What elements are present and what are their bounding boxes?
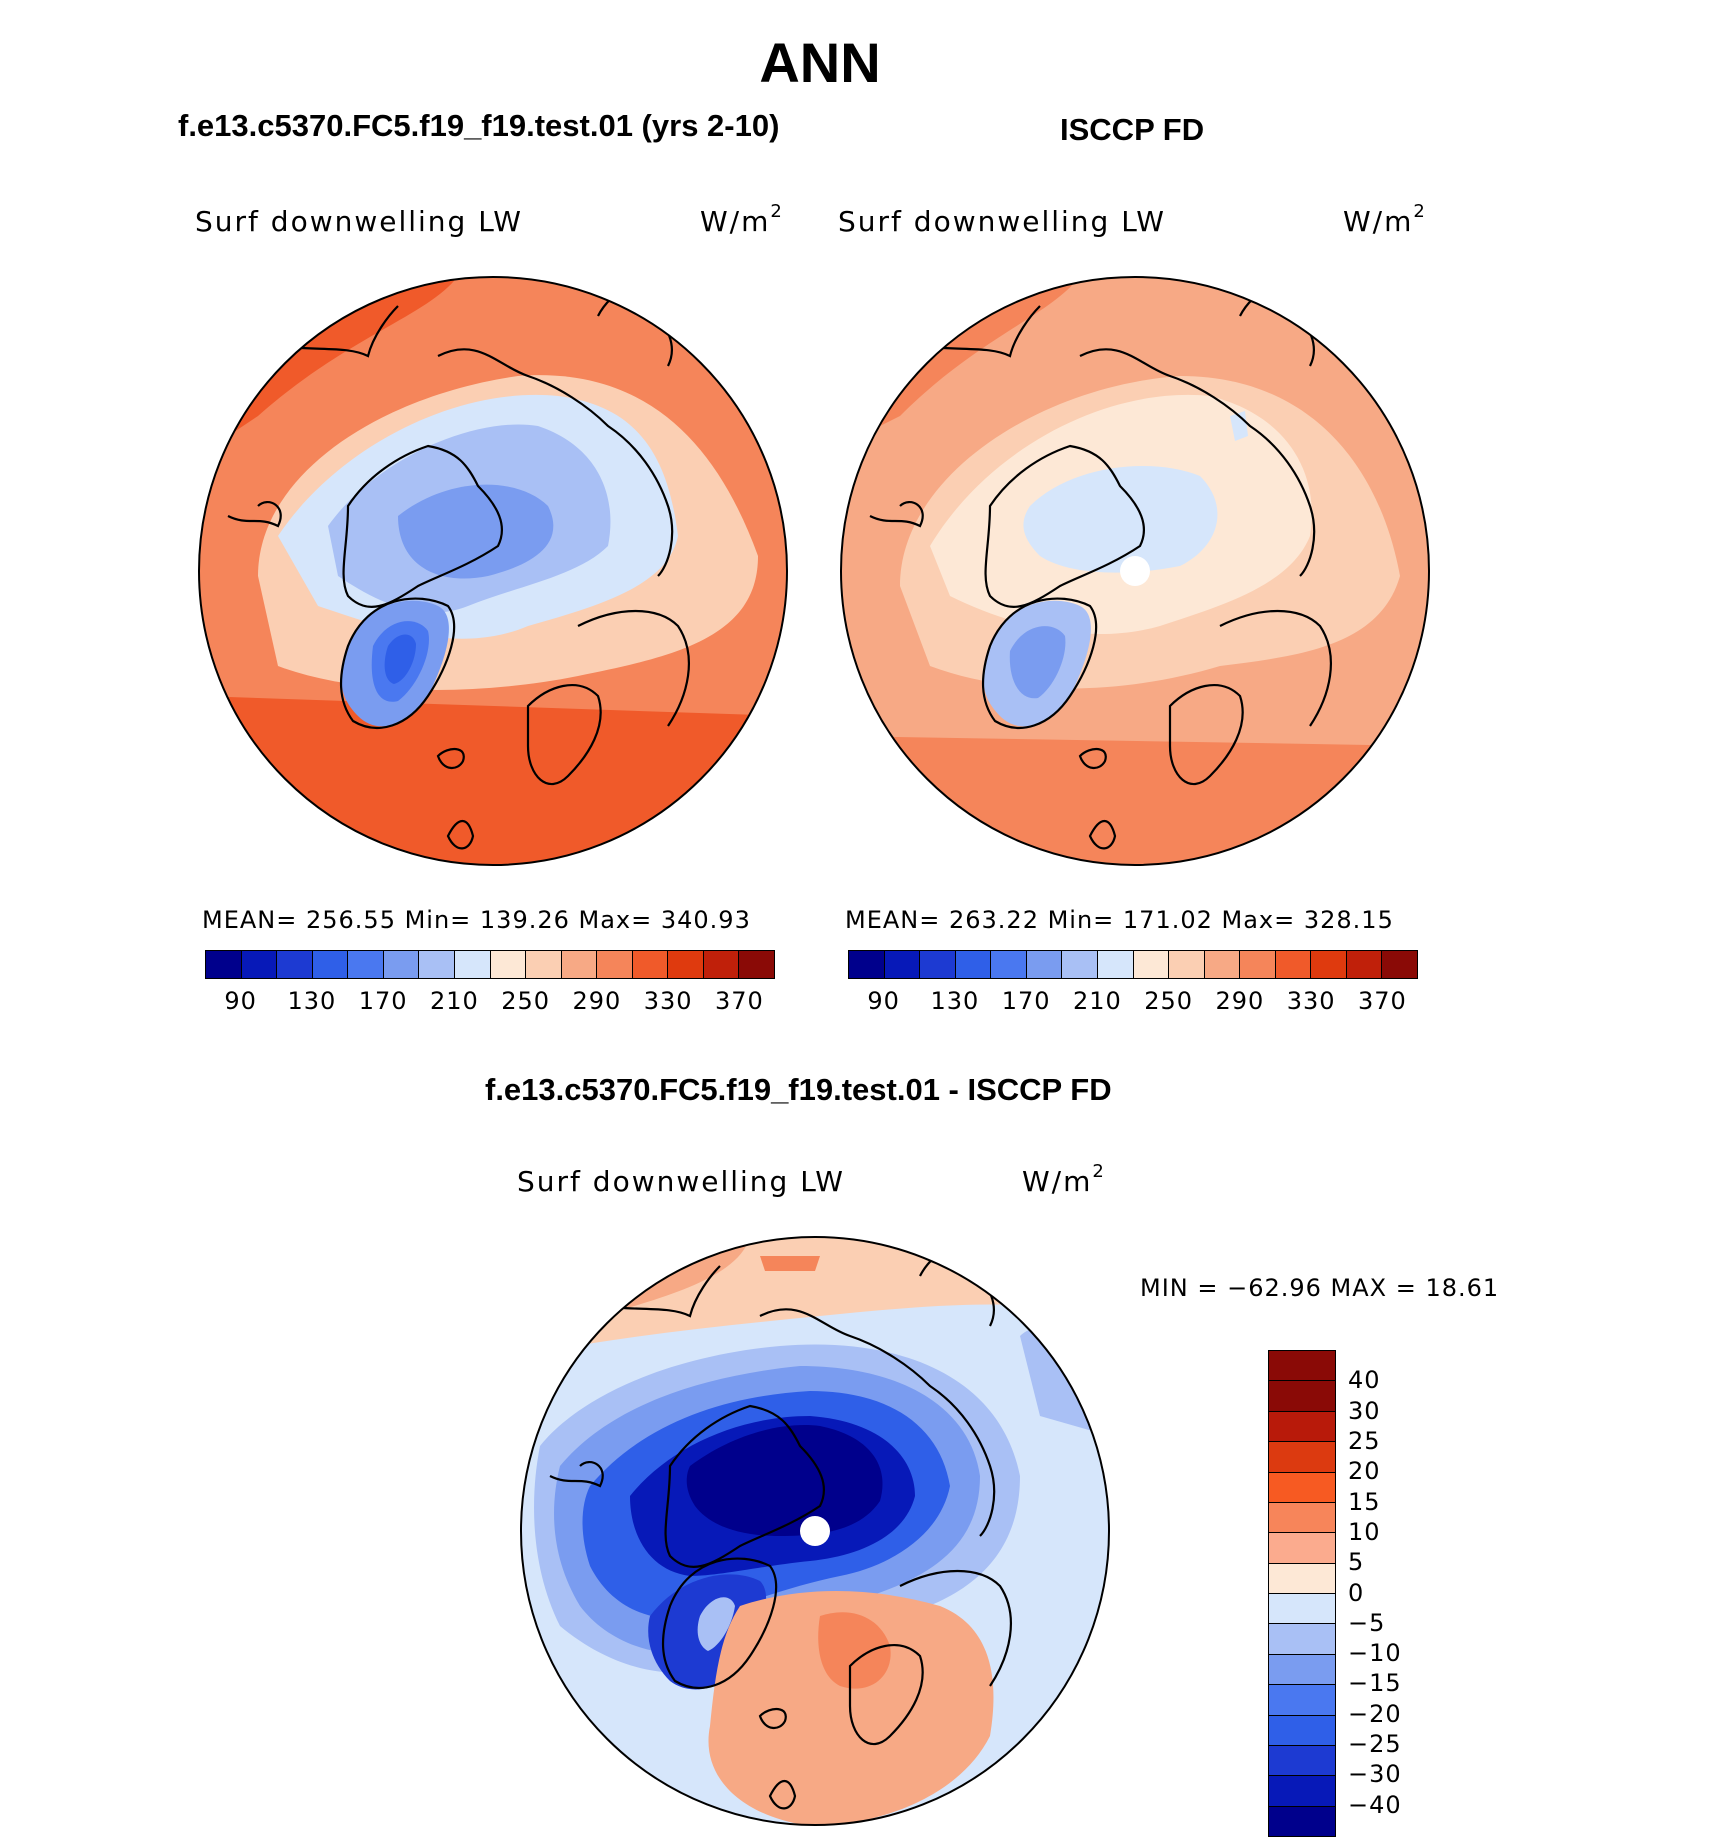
panel2-colorbar-swatch — [920, 951, 956, 978]
panel1-colorbar-tick-label: 330 — [643, 987, 693, 1015]
panel3-colorbar-tick-label: 5 — [1348, 1548, 1365, 1577]
panel1-colorbar-swatch — [668, 951, 704, 978]
panel3-colorbar-tick-label: −40 — [1348, 1790, 1402, 1819]
panel3-colorbar-tick-label: 25 — [1348, 1426, 1381, 1455]
panel3-title: f.e13.c5370.FC5.f19_f19.test.01 - ISCCP … — [485, 1072, 1112, 1107]
panel2-colorbar-swatch — [1311, 951, 1347, 978]
panel1-var-label: Surf downwelling LW — [195, 205, 523, 238]
panel2-colorbar-swatch — [955, 951, 992, 978]
panel2-colorbar-tick-label: 250 — [1144, 987, 1194, 1015]
panel1-colorbar-swatch — [241, 951, 278, 978]
panel3-colorbar-swatch — [1269, 1685, 1335, 1716]
panel3-units: W/m2 — [1022, 1161, 1106, 1198]
panel2-colorbar-swatch — [1346, 951, 1383, 978]
panel1-colorbar: 90 130 170 210 250 290 330 370 — [205, 950, 775, 1023]
panel3-colorbar-swatch — [1269, 1776, 1335, 1807]
panel3-colorbar-swatch — [1269, 1806, 1335, 1836]
panel2-colorbar-swatch — [1133, 951, 1170, 978]
panel1-colorbar-swatch — [703, 951, 740, 978]
panel2-colorbar-tick-label: 90 — [867, 987, 900, 1015]
panel3-colorbar-tick-label: −5 — [1348, 1608, 1386, 1637]
panel3-stats: MIN = −62.96 MAX = 18.61 — [1140, 1274, 1500, 1302]
panel1-colorbar-swatch — [277, 951, 313, 978]
panel1-colorbar-swatch — [597, 951, 633, 978]
panel3-colorbar-swatch — [1269, 1563, 1335, 1594]
panel1-colorbar-tick-label: 170 — [358, 987, 408, 1015]
panel3-colorbar-tick-label: −30 — [1348, 1760, 1402, 1789]
panel1-stats: MEAN= 256.55 Min= 139.26 Max= 340.93 — [202, 906, 751, 934]
panel2-colorbar-swatch — [1062, 951, 1098, 978]
panel3-colorbar-tick-label: 20 — [1348, 1457, 1381, 1486]
panel2-colorbar-swatch — [991, 951, 1027, 978]
panel2-colorbar-tick-label: 370 — [1357, 987, 1407, 1015]
panel1-colorbar-tick-label: 130 — [287, 987, 337, 1015]
panel3-colorbar-tick-label: 0 — [1348, 1578, 1365, 1607]
panel2-colorbar-swatch — [884, 951, 921, 978]
panel3-colorbar-tick-label: 10 — [1348, 1517, 1381, 1546]
panel3-colorbar-swatch — [1269, 1533, 1335, 1564]
panel1-colorbar-swatch — [419, 951, 455, 978]
panel3-colorbar-swatch — [1269, 1715, 1335, 1746]
panel3-colorbar-tick-label: −10 — [1348, 1639, 1402, 1668]
panel3-colorbar-swatch — [1269, 1624, 1335, 1655]
panel3-map — [520, 1236, 1110, 1826]
panel1-units: W/m2 — [700, 201, 784, 238]
panel2-colorbar-swatch — [1097, 951, 1134, 978]
panel3-colorbar-swatch — [1269, 1472, 1335, 1503]
panel3-colorbar-swatch — [1269, 1594, 1335, 1625]
panel3-colorbar-tick-label: 15 — [1348, 1487, 1381, 1516]
panel2-var-label: Surf downwelling LW — [838, 205, 1166, 238]
panel2-colorbar-swatch — [1382, 951, 1417, 978]
panel1-colorbar-tick-label: 90 — [224, 987, 257, 1015]
panel2-title: ISCCP FD — [1060, 112, 1205, 147]
panel2-colorbar-swatch — [1240, 951, 1276, 978]
panel3-colorbar-swatch — [1269, 1381, 1335, 1412]
panel1-colorbar-tick-label: 370 — [714, 987, 764, 1015]
panel3-colorbar-swatch — [1269, 1745, 1335, 1777]
panel1-colorbar-tick-label: 250 — [501, 987, 551, 1015]
panel1-map — [198, 276, 788, 866]
panel3-colorbar: 40 30 25 20 15 10 5 0 −5 −10 −15 −20 −25 −30 −40 — [1268, 1350, 1401, 1837]
panel2-colorbar-swatch — [1026, 951, 1063, 978]
panel3-colorbar-swatch — [1269, 1442, 1335, 1473]
main-title: ANN — [759, 31, 881, 94]
panel2-colorbar-swatch — [1275, 951, 1312, 978]
panel1-colorbar-swatch — [561, 951, 598, 978]
panel3-colorbar-swatch — [1269, 1351, 1335, 1382]
panel2-colorbar: 90 130 170 210 250 290 330 370 — [848, 950, 1418, 1023]
panel3-colorbar-tick-label: −15 — [1348, 1669, 1402, 1698]
panel1-colorbar-swatch — [348, 951, 384, 978]
panel1-colorbar-swatch — [526, 951, 562, 978]
panel2-colorbar-tick-label: 170 — [1001, 987, 1051, 1015]
panel1-colorbar-swatch — [490, 951, 527, 978]
panel2-map — [840, 276, 1430, 866]
panel1-colorbar-tick-label: 210 — [429, 987, 479, 1015]
panel1-title: f.e13.c5370.FC5.f19_f19.test.01 (yrs 2-1… — [178, 108, 780, 143]
panel3-colorbar-swatch — [1269, 1654, 1335, 1686]
panel2-units: W/m2 — [1343, 201, 1427, 238]
panel2-colorbar-tick-label: 210 — [1072, 987, 1122, 1015]
panel2-colorbar-swatch — [1204, 951, 1241, 978]
panel3-colorbar-tick-label: −20 — [1348, 1699, 1402, 1728]
panel3-colorbar-swatch — [1269, 1502, 1335, 1534]
panel1-colorbar-swatch — [312, 951, 349, 978]
panel2-colorbar-tick-label: 330 — [1286, 987, 1336, 1015]
panel1-colorbar-swatch — [454, 951, 491, 978]
panel1-colorbar-swatch — [383, 951, 420, 978]
panel2-colorbar-tick-label: 290 — [1215, 987, 1265, 1015]
panel3-colorbar-swatch — [1269, 1411, 1335, 1443]
panel2-colorbar-tick-label: 130 — [930, 987, 980, 1015]
panel1-colorbar-swatch — [206, 951, 242, 978]
panel2-stats: MEAN= 263.22 Min= 171.02 Max= 328.15 — [845, 906, 1394, 934]
panel2-colorbar-swatch — [849, 951, 885, 978]
panel1-colorbar-swatch — [739, 951, 774, 978]
panel1-colorbar-tick-label: 290 — [572, 987, 622, 1015]
panel2-colorbar-swatch — [1169, 951, 1205, 978]
panel3-var-label: Surf downwelling LW — [517, 1165, 845, 1198]
panel1-colorbar-swatch — [632, 951, 669, 978]
panel3-colorbar-tick-label: 30 — [1348, 1396, 1381, 1425]
panel3-colorbar-tick-label: 40 — [1348, 1366, 1381, 1395]
panel3-colorbar-tick-label: −25 — [1348, 1730, 1402, 1759]
